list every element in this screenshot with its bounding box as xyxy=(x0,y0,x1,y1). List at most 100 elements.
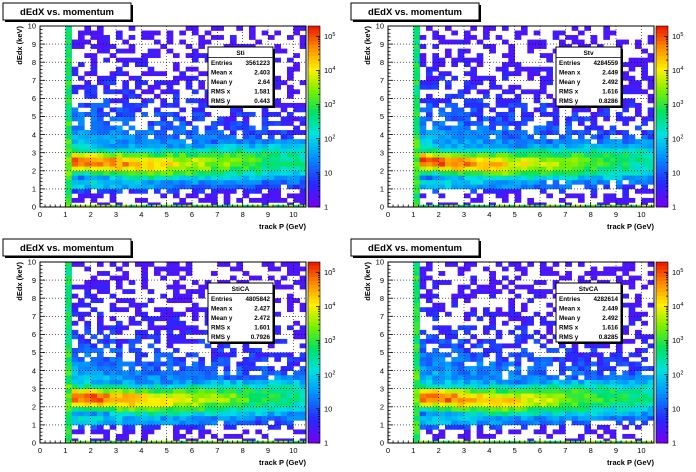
heatmap-cell xyxy=(597,433,604,439)
heatmap-cell xyxy=(78,130,85,135)
heatmap-cell xyxy=(122,429,129,435)
heatmap-cell xyxy=(274,338,281,344)
heatmap-cell xyxy=(457,266,465,272)
heatmap-cell xyxy=(445,311,452,317)
heatmap-cell xyxy=(141,197,148,203)
stats-row-label: RMS x xyxy=(559,89,579,96)
heatmap-cell xyxy=(90,366,98,371)
heatmap-cell xyxy=(249,179,256,185)
heatmap-cell xyxy=(508,361,515,367)
heatmap-cell xyxy=(445,139,452,144)
heatmap-cell xyxy=(217,26,224,31)
heatmap-cell xyxy=(584,152,591,158)
heatmap-cell xyxy=(521,170,528,176)
heatmap-cell xyxy=(261,204,269,208)
heatmap-cell xyxy=(609,415,617,421)
heatmap-cell xyxy=(97,80,104,86)
heatmap-cell xyxy=(622,116,629,122)
heatmap-cell xyxy=(413,393,420,399)
heatmap-cell xyxy=(65,429,72,435)
heatmap-cell xyxy=(141,130,148,135)
heatmap-cell xyxy=(483,388,490,394)
heatmap-cell xyxy=(287,66,294,72)
heatmap-cell xyxy=(280,148,288,153)
heatmap-cell xyxy=(597,406,604,412)
heatmap-cell xyxy=(571,375,579,380)
heatmap-cell xyxy=(641,161,648,167)
heatmap-cell xyxy=(166,266,174,272)
heatmap-cell xyxy=(109,424,117,430)
heatmap-cell xyxy=(71,44,79,49)
heatmap-cell xyxy=(65,289,72,294)
heatmap-cell xyxy=(65,75,72,81)
heatmap-cell xyxy=(192,116,199,122)
heatmap-cell xyxy=(90,393,98,399)
heatmap-cell xyxy=(578,402,585,408)
heatmap-cell xyxy=(122,379,129,385)
heatmap-cell xyxy=(483,375,490,380)
heatmap-cell xyxy=(546,93,553,99)
heatmap-cell xyxy=(90,307,98,313)
heatmap-cell xyxy=(128,107,136,113)
heatmap-cell xyxy=(280,170,288,176)
heatmap-cell xyxy=(116,338,123,344)
heatmap-cell xyxy=(97,415,104,421)
heatmap-cell xyxy=(508,134,515,140)
heatmap-cell xyxy=(230,134,237,140)
heatmap-cell xyxy=(622,266,629,272)
heatmap-cell xyxy=(185,397,193,403)
heatmap-cell xyxy=(464,429,471,435)
heatmap-cell xyxy=(426,393,433,399)
heatmap-cell xyxy=(571,370,579,376)
heatmap-cell xyxy=(540,107,547,113)
heatmap-cell xyxy=(97,361,104,367)
heatmap-cell xyxy=(135,402,142,408)
heatmap-cell xyxy=(116,125,123,131)
heatmap-cell xyxy=(141,53,148,58)
heatmap-cell xyxy=(71,175,79,181)
heatmap-cell xyxy=(559,357,566,362)
heatmap-cell xyxy=(565,388,572,394)
heatmap-cell xyxy=(116,134,123,140)
heatmap-cell xyxy=(147,440,155,444)
heatmap-cell xyxy=(274,166,281,172)
heatmap-cell xyxy=(135,139,142,144)
heatmap-cell xyxy=(438,143,446,149)
heatmap-cell xyxy=(236,179,243,185)
heatmap-cell xyxy=(464,293,471,299)
heatmap-cell xyxy=(571,193,579,199)
heatmap-cell xyxy=(413,311,420,317)
heatmap-cell xyxy=(236,406,243,412)
heatmap-cell xyxy=(628,184,636,190)
heatmap-cell xyxy=(71,188,79,194)
heatmap-cell xyxy=(299,440,307,444)
heatmap-cell xyxy=(635,62,642,68)
heatmap-cell xyxy=(622,130,629,135)
color-scale-band xyxy=(656,52,668,57)
heatmap-cell xyxy=(103,284,110,290)
heatmap-cell xyxy=(597,166,604,172)
heatmap-cell xyxy=(154,179,161,185)
heatmap-cell xyxy=(173,130,180,135)
heatmap-cell xyxy=(299,188,307,194)
heatmap-cell xyxy=(622,293,629,299)
heatmap-cell xyxy=(438,402,446,408)
heatmap-cell xyxy=(293,175,300,181)
heatmap-cell xyxy=(508,343,515,349)
heatmap-cell xyxy=(141,143,148,149)
heatmap-cell xyxy=(476,204,484,208)
heatmap-cell xyxy=(559,379,566,385)
heatmap-cell xyxy=(242,429,250,435)
heatmap-cell xyxy=(565,411,572,417)
heatmap-cell xyxy=(590,134,598,140)
color-scale-label: 104 xyxy=(324,66,335,75)
heatmap-cell xyxy=(166,179,174,185)
heatmap-cell xyxy=(603,26,610,31)
heatmap-cell xyxy=(280,179,288,185)
heatmap-cell xyxy=(546,75,553,81)
heatmap-cell xyxy=(616,266,623,272)
heatmap-cell xyxy=(508,388,515,394)
heatmap-cell xyxy=(185,420,193,426)
heatmap-cell xyxy=(90,66,98,72)
